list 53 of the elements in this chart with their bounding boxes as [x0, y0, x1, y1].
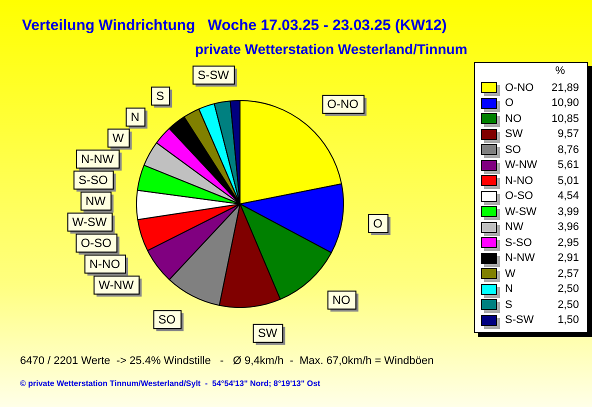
- legend-label: S: [505, 298, 514, 311]
- data-label: 10,85: [550, 112, 579, 125]
- legend-label: W: [505, 268, 516, 280]
- legend-label: S-SW: [505, 314, 535, 326]
- legend-label: SW: [505, 128, 524, 140]
- chart-title: Verteilung Windrichtung Woche 17.03.25 - 23.03.25 (KW12): [22, 17, 447, 34]
- legend-label: NO: [505, 112, 522, 125]
- category-label: W: [112, 130, 124, 145]
- legend-title: %: [554, 65, 566, 79]
- data-label: 2,57: [556, 268, 579, 280]
- category-label: N-NW: [81, 152, 114, 166]
- legend-label: N: [505, 283, 514, 296]
- legend-label: O-SO: [505, 190, 534, 202]
- data-label: 5,61: [556, 159, 579, 172]
- slice-label: N-NO: [89, 256, 120, 271]
- legend-label: SO: [505, 144, 522, 156]
- text: 6470 / 2201 Werte -> 25.4% Windstille - Ø 9,4km/h - Max. 67,0km/h = Windböen: [20, 355, 434, 367]
- category-label: N: [130, 110, 140, 124]
- slice-label: O-NO: [327, 97, 359, 112]
- legend-label: W-SW: [505, 206, 538, 218]
- slice-label: SW: [258, 326, 278, 340]
- slice-label: SO: [158, 312, 176, 326]
- data-label: 4,54: [556, 190, 579, 202]
- data-label: 2,50: [556, 298, 579, 311]
- data-label: 10,90: [550, 97, 579, 110]
- data-label: 1,50: [556, 314, 579, 326]
- legend-label: W-NW: [505, 159, 538, 172]
- chart-subtitle: private Wetterstation Westerland/Tinnum: [195, 41, 468, 57]
- slice-label: W-NW: [98, 278, 134, 292]
- data-label: 3,96: [556, 221, 579, 234]
- data-label: 3,99: [556, 206, 579, 218]
- legend-label: O-NO: [505, 82, 535, 94]
- category-label: S-SO: [78, 172, 108, 187]
- data-label: 8,76: [556, 144, 579, 156]
- data-label: 9,57: [556, 128, 579, 140]
- data-label: 2,91: [556, 252, 579, 264]
- legend-label: N-NO: [505, 174, 534, 187]
- legend-label: O: [505, 97, 515, 110]
- category-label: O-SO: [80, 236, 112, 250]
- category-label: W-SW: [72, 214, 107, 229]
- data-label: 5,01: [556, 174, 579, 187]
- legend-label: NW: [505, 221, 524, 234]
- slice-label: NO: [332, 292, 350, 307]
- text: © private Wetterstation Tinnum/Westerland/Sylt - 54°54'13" Nord; 8°19'13" Ost: [20, 379, 320, 388]
- category-label: NW: [86, 194, 106, 208]
- data-label: 2,95: [556, 236, 579, 249]
- legend-label: S-SO: [505, 236, 533, 249]
- data-label: 21,89: [550, 82, 579, 94]
- data-label: 2,50: [556, 283, 579, 296]
- legend-label: N-NW: [505, 252, 536, 264]
- slice-label: S-SW: [198, 68, 230, 82]
- category-label: S: [156, 88, 164, 103]
- slice-label: O: [373, 216, 382, 230]
